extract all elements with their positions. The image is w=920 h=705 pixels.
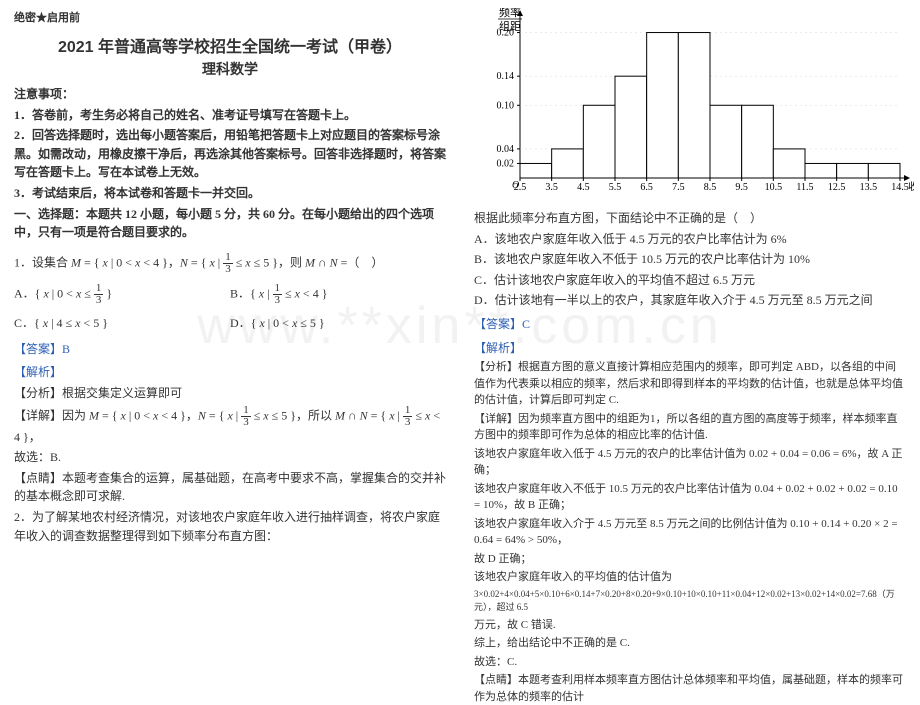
svg-text:0.10: 0.10	[497, 100, 515, 111]
secret-line: 绝密★启用前	[14, 10, 446, 27]
notice-1: 1．答卷前，考生务必将自己的姓名、准考证号填写在答题卡上。	[14, 106, 446, 125]
q2-opt-a: A．该地农户家庭年收入低于 4.5 万元的农户比率估计为 6%	[474, 230, 906, 249]
q2-fenxi: 【分析】根据直方图的意义直接计算相应范围内的频率，即可判定 ABD，以各组的中间…	[474, 359, 906, 409]
svg-text:收入/万元: 收入/万元	[908, 180, 914, 193]
svg-text:8.5: 8.5	[704, 182, 717, 193]
q2-stem-cont: 根据此频率分布直方图，下面结论中不正确的是（ ）	[474, 209, 906, 228]
q2-dianjing: 【点睛】本题考查利用样本频率直方图估计总体频率和平均值，属基础题，样本的频率可作…	[474, 672, 906, 705]
svg-text:2.5: 2.5	[514, 182, 527, 193]
q1-options: A．{ x | 0 < x ≤ 13 } B．{ x | 13 ≤ x < 4 …	[14, 279, 446, 335]
q2-line-c-head: 该地农户家庭年收入的平均值的估计值为	[474, 569, 906, 586]
q1-fenxi: 【分析】根据交集定义运算即可	[14, 384, 446, 403]
q2-line-c-end: 万元，故 C 错误.	[474, 617, 906, 634]
q2-line-d2: 故 D 正确；	[474, 551, 906, 568]
svg-text:10.5: 10.5	[765, 182, 783, 193]
q2-line-a: 该地农户家庭年收入低于 4.5 万元的农户的比率估计值为 0.02 + 0.04…	[474, 446, 906, 479]
q1-jiexi: 【解析】	[14, 363, 446, 382]
q2-line-c-calc: 3×0.02+4×0.04+5×0.10+6×0.14+7×0.20+8×0.2…	[474, 588, 906, 615]
q1-guxuan: 故选：B.	[14, 448, 446, 467]
q2-line-b: 该地农户家庭年收入不低于 10.5 万元的农户比率估计值为 0.04 + 0.0…	[474, 481, 906, 514]
section-1: 一、选择题：本题共 12 小题，每小题 5 分，共 60 分。在每小题给出的四个…	[14, 205, 446, 242]
q1-opt-c: C．{ x | 4 ≤ x < 5 }	[14, 314, 230, 331]
q2-stem: 2．为了解某地农村经济情况，对该地农户家庭年收入进行抽样调查，将农户家庭年收入的…	[14, 508, 446, 545]
q2-conclusion: 综上，给出结论中不正确的是 C.	[474, 635, 906, 652]
svg-text:13.5: 13.5	[860, 182, 878, 193]
svg-text:6.5: 6.5	[640, 182, 653, 193]
svg-text:12.5: 12.5	[828, 182, 846, 193]
right-column: 频率组距O0.020.040.100.140.202.53.54.55.56.5…	[460, 0, 920, 651]
q1-stem: 1．设集合 M = { x | 0 < x < 4 }，N = { x | 13…	[14, 252, 446, 275]
svg-text:3.5: 3.5	[545, 182, 558, 193]
exam-subject: 理科数学	[14, 59, 446, 79]
svg-text:9.5: 9.5	[735, 182, 748, 193]
svg-text:14.5: 14.5	[891, 182, 909, 193]
q2-xiangjie-head: 【详解】因为频率直方图中的组距为1，所以各组的直方图的高度等于频率，样本频率直方…	[474, 411, 906, 444]
notice-2: 2．回答选择题时，选出每小题答案后，用铅笔把答题卡上对应题目的答案标号涂黑。如需…	[14, 126, 446, 182]
svg-text:5.5: 5.5	[609, 182, 622, 193]
svg-text:频率: 频率	[499, 8, 521, 19]
q2-opt-b: B．该地农户家庭年收入不低于 10.5 万元的农户比率估计为 10%	[474, 250, 906, 269]
notice-3: 3．考试结束后，将本试卷和答题卡一并交回。	[14, 184, 446, 203]
svg-text:7.5: 7.5	[672, 182, 685, 193]
q2-opt-c: C．估计该地农户家庭年收入的平均值不超过 6.5 万元	[474, 271, 906, 290]
exam-title: 2021 年普通高等学校招生全国统一考试（甲卷）	[14, 33, 446, 57]
svg-text:4.5: 4.5	[577, 182, 590, 193]
q1-opt-d: D．{ x | 0 < x ≤ 5 }	[230, 314, 446, 331]
q2-answer: 【答案】C	[474, 315, 906, 334]
q1-opt-a: A．{ x | 0 < x ≤ 13 }	[14, 283, 230, 306]
left-column: 绝密★启用前 2021 年普通高等学校招生全国统一考试（甲卷） 理科数学 注意事…	[0, 0, 460, 651]
svg-text:0.14: 0.14	[497, 71, 515, 82]
svg-text:0.02: 0.02	[497, 158, 515, 169]
q2-jiexi: 【解析】	[474, 339, 906, 358]
svg-text:0.04: 0.04	[497, 144, 515, 155]
histogram-chart: 频率组距O0.020.040.100.140.202.53.54.55.56.5…	[474, 8, 914, 203]
q2-line-d: 该地农户家庭年收入介于 4.5 万元至 8.5 万元之间的比例估计值为 0.10…	[474, 516, 906, 549]
q2-guxuan: 故选：C.	[474, 654, 906, 671]
notice-header: 注意事项：	[14, 85, 446, 104]
svg-text:11.5: 11.5	[796, 182, 813, 193]
q1-xiangjie: 【详解】因为 M = { x | 0 < x < 4 }，N = { x | 1…	[14, 405, 446, 447]
svg-text:0.20: 0.20	[497, 28, 515, 39]
q1-dianjing: 【点睛】本题考查集合的运算，属基础题，在高考中要求不高，掌握集合的交并补的基本概…	[14, 469, 446, 506]
q1-opt-b: B．{ x | 13 ≤ x < 4 }	[230, 283, 446, 306]
q1-answer: 【答案】B	[14, 340, 446, 359]
q2-opt-d: D．估计该地有一半以上的农户，其家庭年收入介于 4.5 万元至 8.5 万元之间	[474, 291, 906, 310]
